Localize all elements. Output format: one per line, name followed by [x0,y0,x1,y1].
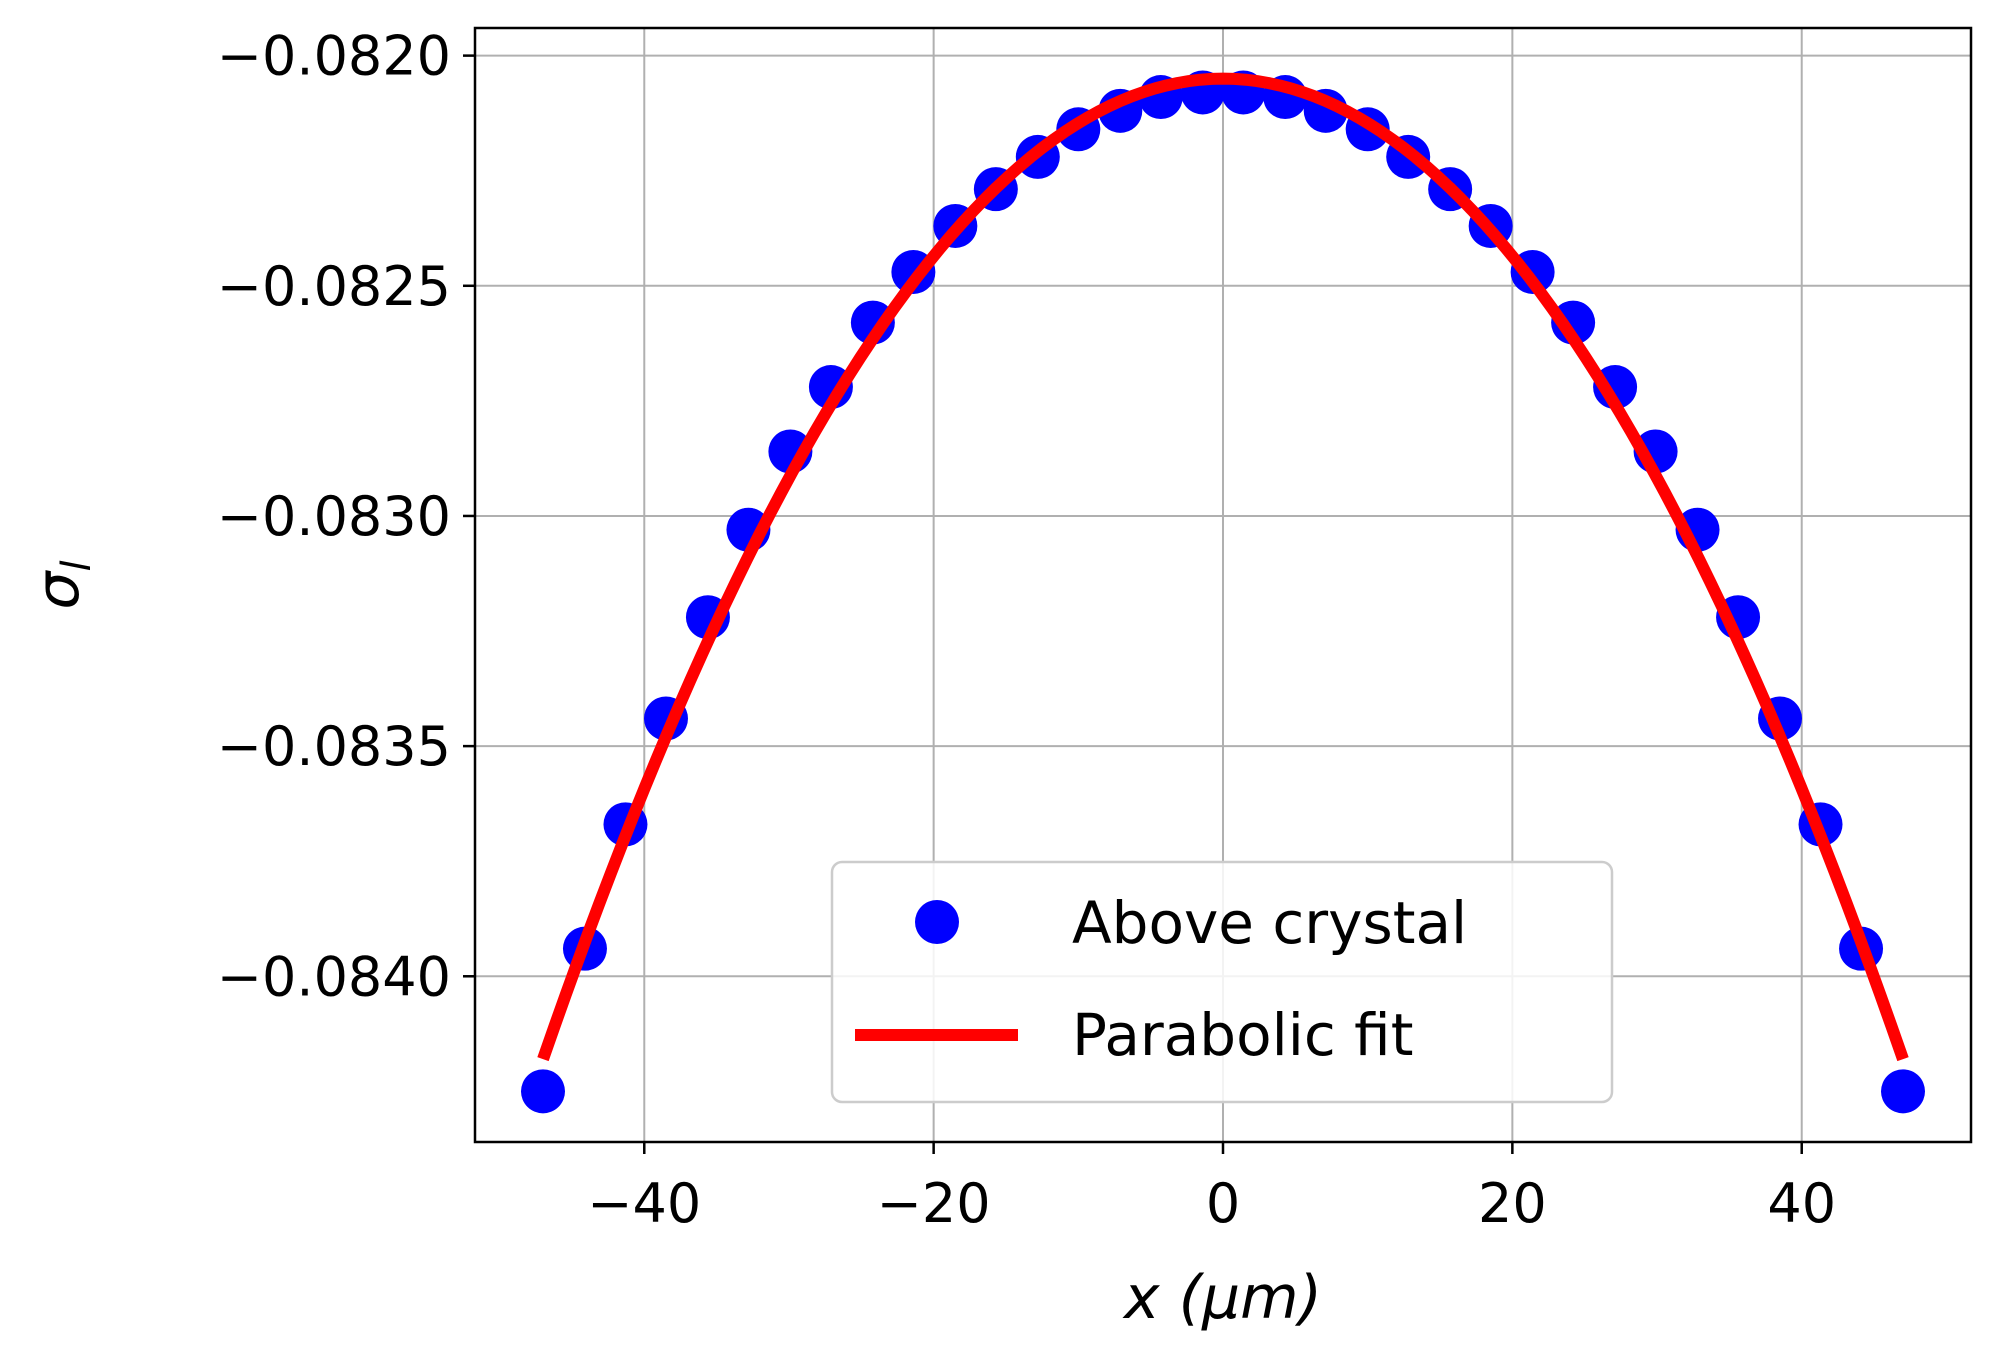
x-tick-label: −40 [587,1172,701,1235]
y-tick-label: −0.0830 [217,485,451,548]
x-axis-label: x (μm) [1122,1263,1322,1333]
x-axis-ticks: −40 −20 0 20 40 [587,1142,1836,1235]
data-point [1551,300,1596,345]
y-axis-label: σl [23,560,100,609]
grid-lines [475,28,1971,1142]
y-tick-label: −0.0835 [217,715,451,778]
data-point [850,300,895,345]
x-tick-label: −20 [877,1172,991,1235]
data-point [521,1069,565,1114]
x-tick-label: 40 [1767,1172,1836,1235]
fit-line-parabolic [537,72,1909,1062]
y-tick-label: −0.0820 [217,25,451,88]
y-axis-ticks: −0.0820 −0.0825 −0.0830 −0.0835 −0.0840 [217,25,475,1008]
legend-label-parabolic-fit: Parabolic fit [1072,1001,1413,1069]
x-tick-label: 20 [1478,1172,1547,1235]
svg-text:σl: σl [23,560,100,609]
x-tick-label: 0 [1206,1172,1240,1235]
y-tick-label: −0.0840 [217,945,451,1008]
legend-marker-above-crystal [915,900,959,944]
legend-box [830,860,1614,1104]
legend-label-above-crystal: Above crystal [1072,889,1467,957]
legend: Above crystal Parabolic fit [830,860,1614,1104]
y-tick-label: −0.0825 [217,255,451,318]
plot-area [521,70,1925,1114]
data-point [1881,1069,1925,1114]
